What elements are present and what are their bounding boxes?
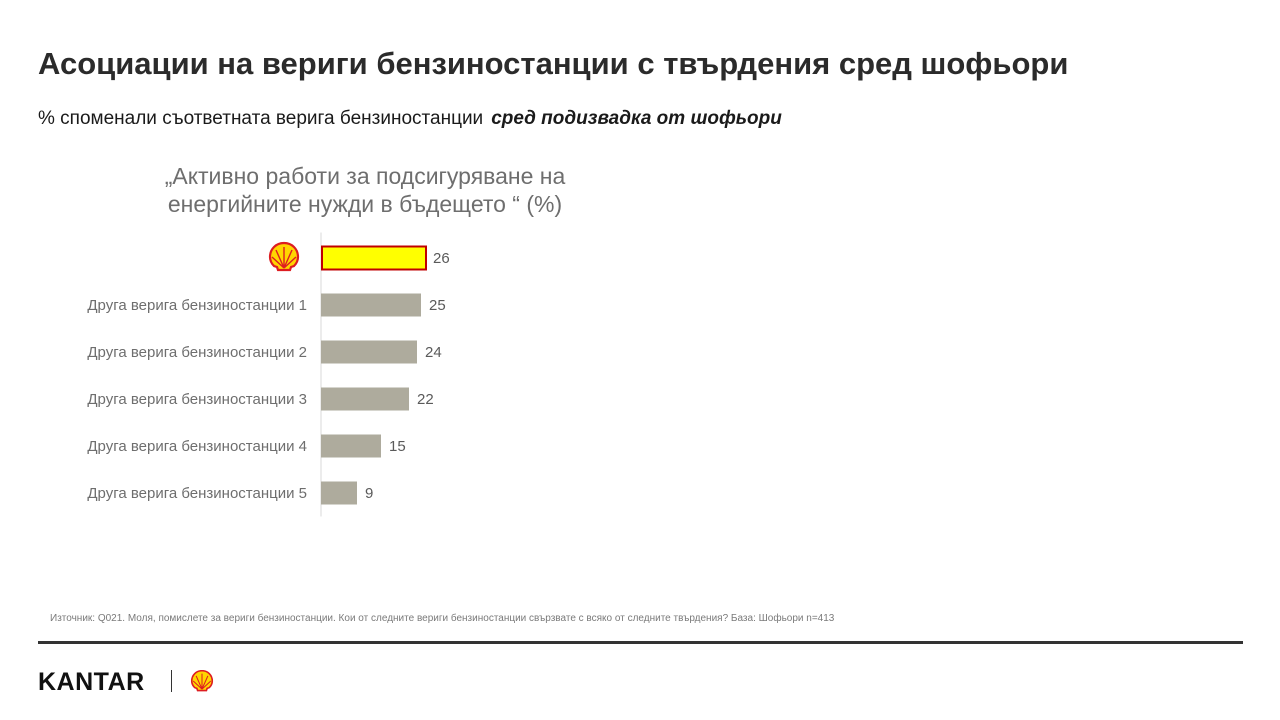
source-note: Източник: Q021. Моля, помислете за вериг… [50,613,835,624]
bar-3 [321,387,409,411]
kantar-logo: KANTAR [38,668,145,696]
data-label-1: 25 [429,297,446,314]
page-subtitle: % споменали съответната верига бензиност… [38,108,782,130]
category-label-5: Друга верига бензиностанции 5 [87,485,307,502]
bar-1 [321,293,421,317]
bar-chart: 26 25 Друга верига бензиностанции 1 24 Друга… [87,232,450,517]
category-label-2: Друга верига бензиностанции 2 [87,344,307,361]
chart-title: „Активно работи за подсигуряване на енер… [164,163,566,217]
footer-separator [171,670,172,692]
data-label-2: 24 [425,344,442,361]
category-label-1: Друга верига бензиностанции 1 [87,297,307,314]
shell-logo-icon [190,670,214,692]
bar-5 [321,481,357,505]
footer-divider [38,641,1243,644]
page-title: Асоциации на вериги бензиностанции с твъ… [38,46,1069,81]
data-label-3: 22 [417,391,434,408]
bar-4 [321,434,381,458]
bar-2 [321,340,417,364]
bar-0 [321,245,427,271]
subtitle-emphasis: сред подизвадка от шофьори [491,108,782,129]
data-label-4: 15 [389,438,406,455]
category-label-4: Друга верига бензиностанции 4 [87,438,307,455]
data-label-5: 9 [365,485,373,502]
category-label-3: Друга верига бензиностанции 3 [87,391,307,408]
shell-logo-icon [268,241,300,272]
subtitle-text: % споменали съответната верига бензиност… [38,108,484,129]
data-label-0: 26 [433,250,450,267]
